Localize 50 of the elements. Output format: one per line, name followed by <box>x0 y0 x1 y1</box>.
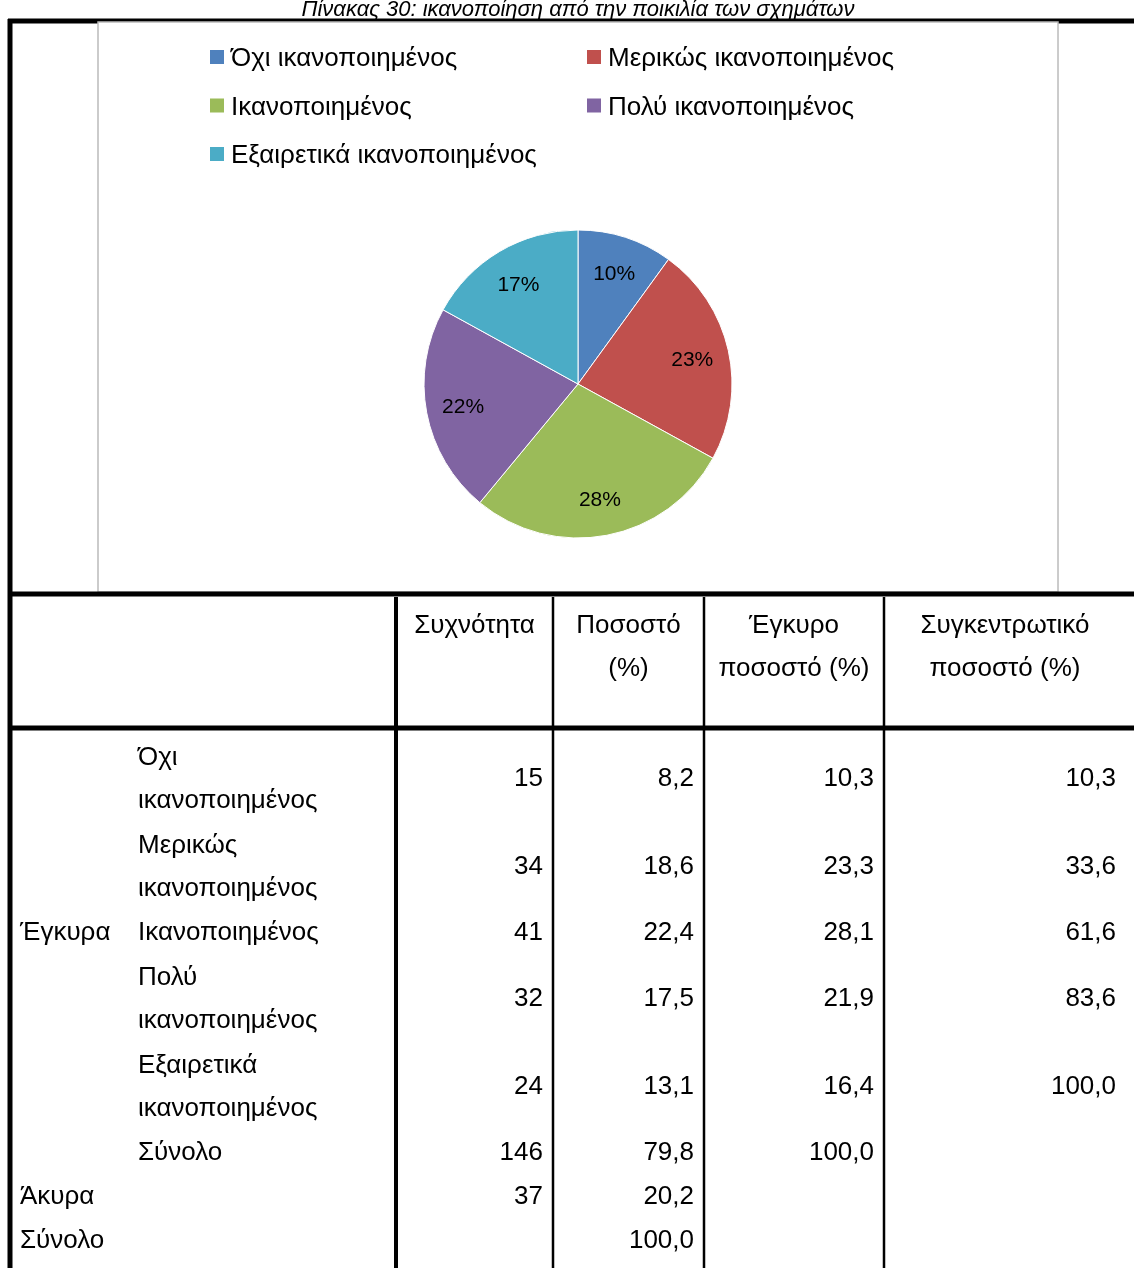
category-label: Συγκεντρωτικό ποσοστό (%) <box>920 609 1090 682</box>
text: 37 <box>514 1180 543 1211</box>
text: 83,6 <box>1065 982 1116 1013</box>
legend-label: Ικανοποιημένος <box>231 90 412 121</box>
text: 24 <box>514 1070 543 1101</box>
text: 8,2 <box>657 762 694 793</box>
category-label: Εξαιρετικά ικανοποιημένος <box>138 1048 318 1122</box>
chart-title: Πίνακας 30: ικανοποίηση από την ποικιλία των σχημάτων <box>301 0 855 21</box>
data-label: 17% <box>497 271 540 295</box>
text: 10,3 <box>823 762 874 793</box>
text: 13,1 <box>643 1070 694 1101</box>
category-label: Έγκυρο ποσοστό (%) <box>718 609 870 682</box>
data-label: 23% <box>671 346 714 370</box>
text: 15 <box>514 762 543 793</box>
text: 16,4 <box>823 1070 874 1101</box>
category-label: Σύνολο <box>138 1136 223 1167</box>
category-label: Έγκυρα <box>20 916 111 947</box>
category-label: Μερικώς ικανοποιημένος <box>138 828 318 902</box>
category-label: Όχι ικανοποιημένος <box>138 740 318 814</box>
text: 20,2 <box>643 1180 694 1211</box>
text: 41 <box>514 916 543 947</box>
text: 61,6 <box>1065 916 1116 947</box>
category-label: Πολύ ικανοποιημένος <box>138 960 318 1034</box>
category-label: Συχνότητα <box>414 609 535 639</box>
legend-label: Εξαιρετικά ικανοποιημένος <box>231 139 537 170</box>
text: 18,6 <box>643 850 694 881</box>
category-label: Σύνολο <box>20 1224 105 1255</box>
legend-label: Όχι ικανοποιημένος <box>230 42 458 73</box>
text: 22,4 <box>643 916 694 947</box>
text: 100,0 <box>808 1136 874 1167</box>
text: 23,3 <box>823 850 874 881</box>
data-label: 10% <box>593 261 636 285</box>
text: 100,0 <box>628 1224 694 1255</box>
text: 10,3 <box>1065 762 1116 793</box>
text: 21,9 <box>823 982 874 1013</box>
text: 17,5 <box>643 982 694 1013</box>
text: 32 <box>514 982 543 1013</box>
category-label: Ικανοποιημένος <box>138 916 319 947</box>
text: 28,1 <box>823 916 874 947</box>
category-label: Άκυρα <box>20 1180 95 1211</box>
text: 33,6 <box>1065 850 1116 881</box>
text: 34 <box>514 850 543 881</box>
category-label: Ποσοστό (%) <box>576 609 681 682</box>
legend-label: Πολύ ικανοποιημένος <box>608 90 854 121</box>
text: 146 <box>499 1136 543 1167</box>
text: 79,8 <box>643 1136 694 1167</box>
text: 100,0 <box>1050 1070 1116 1101</box>
legend-label: Μερικώς ικανοποιημένος <box>608 42 894 73</box>
data-label: 28% <box>578 487 621 511</box>
data-label: 22% <box>442 394 485 418</box>
